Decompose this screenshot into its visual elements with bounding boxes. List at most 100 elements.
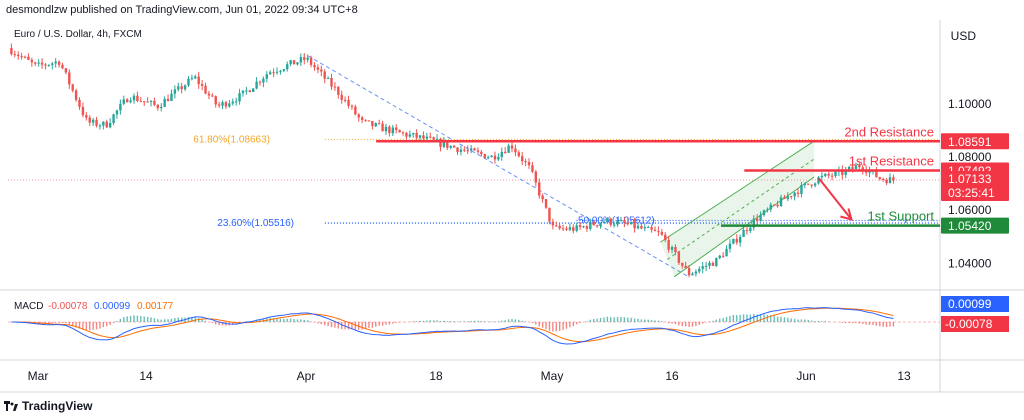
candle-up (738, 237, 742, 243)
candle-up (279, 70, 282, 72)
candle-down (544, 199, 548, 208)
macd-axis-tag (941, 296, 1009, 312)
candle-down (827, 173, 830, 176)
candle-up (119, 103, 122, 111)
candle-down (381, 123, 384, 132)
candle-down (466, 150, 469, 152)
candle-down (40, 62, 44, 65)
candle-down (878, 177, 881, 180)
candle-down (71, 84, 74, 91)
macd-line-value: 0.00099 (94, 301, 131, 312)
candle-down (248, 90, 251, 92)
candle-down (224, 102, 228, 107)
candle-down (398, 129, 401, 133)
tradingview-logo[interactable]: TradingView (4, 399, 92, 413)
candle-down (510, 145, 514, 149)
candle-down (892, 177, 895, 181)
candle-up (51, 63, 54, 65)
candle-up (170, 93, 173, 101)
projection-arrowhead (840, 208, 853, 221)
candle-down (272, 72, 275, 74)
candle-up (698, 268, 701, 272)
candle-up (868, 170, 871, 173)
candle-up (47, 64, 51, 66)
projection-arrow (818, 177, 853, 221)
candle-down (595, 225, 599, 227)
time-tick-label: 18 (429, 369, 443, 383)
candle-down (548, 207, 551, 222)
candle-down (773, 204, 776, 206)
macd-hist-value: -0.00078 (48, 301, 88, 312)
candle-down (841, 169, 844, 175)
candle-up (132, 95, 136, 101)
candle-up (701, 266, 704, 269)
candle-up (306, 57, 309, 60)
candle-down (609, 218, 612, 225)
candle-down (330, 77, 333, 87)
candle-up (800, 185, 803, 194)
candle-down (166, 98, 170, 101)
candle-up (173, 89, 177, 94)
candle-up (238, 93, 241, 102)
candle-up (459, 149, 463, 152)
candle-up (449, 145, 452, 148)
ascending-channel (660, 140, 815, 278)
candle-down (875, 170, 878, 178)
candle-up (888, 177, 892, 184)
candle-down (347, 99, 350, 106)
candle-up (728, 243, 732, 249)
time-tick-label: 16 (665, 369, 679, 383)
candle-down (674, 246, 677, 253)
channel-fill (660, 141, 815, 277)
candle-up (112, 114, 115, 124)
candle-up (647, 227, 650, 229)
candle-up (108, 123, 112, 128)
candle-down (139, 101, 143, 103)
candle-up (507, 145, 510, 153)
candle-up (616, 220, 619, 225)
macd-axis-tag (941, 316, 1009, 332)
candle-up (803, 183, 807, 186)
candle-down (592, 221, 595, 226)
candle-up (854, 165, 858, 169)
candle-down (677, 252, 681, 263)
candle-down (415, 132, 418, 138)
candle-down (493, 155, 497, 160)
candle-down (333, 86, 337, 88)
candle-down (388, 126, 391, 134)
candle-up (602, 221, 606, 223)
candle-up (183, 85, 187, 90)
candle-down (429, 136, 432, 138)
candle-down (711, 262, 715, 266)
candle-up (718, 255, 721, 259)
candle-down (432, 137, 435, 140)
candle-down (446, 141, 449, 148)
candle-up (374, 123, 377, 127)
candle-down (10, 47, 13, 55)
candle-down (810, 184, 813, 186)
level-price-label: 1.05420 (948, 219, 992, 233)
candle-down (57, 61, 61, 65)
candle-down (204, 85, 207, 94)
candle-down (555, 225, 558, 227)
candle-down (156, 104, 160, 109)
candle-down (483, 154, 486, 159)
candle-down (653, 229, 657, 232)
candle-up (115, 110, 119, 115)
level-name-label: 2nd Resistance (844, 124, 934, 139)
candle-down (258, 81, 262, 83)
candle-down (217, 104, 221, 106)
candle-down (667, 240, 670, 250)
candle-down (61, 64, 64, 69)
tradingview-logo-icon (4, 401, 18, 411)
candle-down (531, 165, 534, 172)
candle-up (619, 220, 623, 222)
candle-up (629, 221, 633, 225)
candle-down (517, 152, 521, 157)
price-tick-label: 1.06000 (948, 203, 992, 217)
candle-down (473, 148, 476, 151)
candle-down (861, 167, 864, 171)
candle-up (732, 238, 735, 244)
candle-down (44, 64, 47, 66)
